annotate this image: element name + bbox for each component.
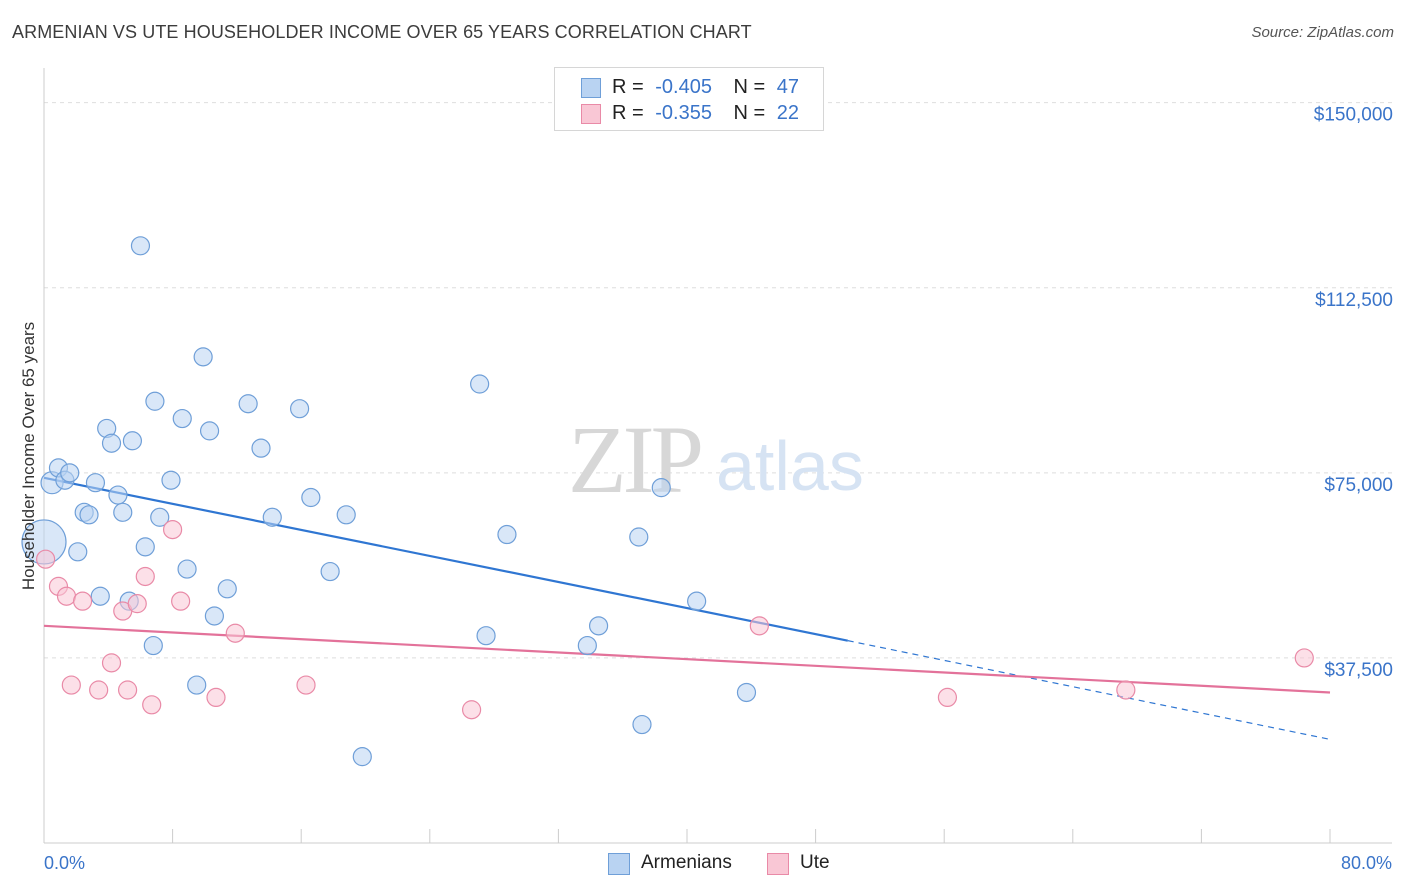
armenians-point bbox=[336, 505, 356, 525]
ute-point bbox=[127, 594, 147, 614]
ute-point bbox=[1116, 680, 1136, 700]
n-value: 22 bbox=[776, 102, 800, 124]
watermark-zip: ZIP bbox=[568, 406, 701, 513]
r-label: R = bbox=[612, 76, 644, 98]
armenians-point bbox=[204, 606, 224, 626]
ute-trend-line bbox=[43, 624, 1331, 694]
armenians-point bbox=[68, 542, 88, 562]
x-tick-label-min: 0.0% bbox=[44, 853, 85, 873]
y-tick-label: $37,500 bbox=[1324, 660, 1393, 681]
ute-point bbox=[117, 680, 138, 700]
trend-lines bbox=[43, 476, 1331, 740]
watermark-atlas: atlas bbox=[716, 427, 864, 505]
armenians-point bbox=[629, 527, 649, 547]
r-value: -0.355 bbox=[655, 102, 712, 124]
watermark: ZIP atlas bbox=[568, 406, 864, 513]
y-axis-label: Householder Income Over 65 years bbox=[19, 322, 38, 590]
data-points bbox=[21, 236, 1314, 767]
y-tick-label: $112,500 bbox=[1315, 290, 1393, 311]
grid-lines bbox=[44, 102, 1392, 659]
armenians-point bbox=[79, 505, 99, 525]
armenians-trend-extension bbox=[847, 640, 1331, 740]
axes bbox=[43, 68, 1392, 844]
ute-swatch bbox=[581, 104, 601, 124]
armenians-point bbox=[187, 675, 207, 695]
armenians-point bbox=[251, 438, 271, 458]
armenians-legend-swatch bbox=[608, 853, 630, 875]
armenians-swatch bbox=[581, 78, 601, 98]
ute-point bbox=[72, 591, 93, 611]
r-label: R = bbox=[612, 102, 644, 124]
ute-point bbox=[461, 700, 482, 720]
armenians-point bbox=[320, 561, 340, 582]
armenians-legend-label: Armenians bbox=[641, 852, 732, 873]
ute-point bbox=[171, 591, 191, 611]
armenians-point bbox=[352, 747, 372, 767]
armenians-trend-line bbox=[43, 476, 848, 642]
ute-legend-swatch bbox=[767, 853, 789, 875]
armenians-point bbox=[177, 559, 197, 579]
ute-point bbox=[937, 687, 958, 708]
armenians-point bbox=[145, 391, 165, 411]
armenians-point bbox=[101, 433, 122, 453]
ute-point bbox=[225, 623, 245, 643]
ute-point bbox=[142, 695, 162, 715]
armenians-point bbox=[193, 347, 213, 367]
armenians-point bbox=[85, 473, 106, 493]
n-label: N = bbox=[733, 102, 766, 124]
armenians-point bbox=[130, 236, 151, 256]
armenians-point bbox=[122, 431, 143, 451]
armenians-point bbox=[217, 579, 237, 599]
ute-point bbox=[749, 616, 769, 636]
armenians-point bbox=[113, 502, 133, 522]
armenians-point bbox=[199, 421, 220, 441]
y-tick-label: $75,000 bbox=[1324, 475, 1393, 496]
ute-legend-label: Ute bbox=[800, 852, 830, 873]
ute-point bbox=[56, 586, 77, 606]
armenians-point bbox=[632, 714, 652, 735]
armenians-point bbox=[150, 507, 170, 527]
armenians-point bbox=[687, 591, 707, 611]
armenians-point bbox=[470, 374, 490, 394]
armenians-point bbox=[238, 394, 258, 414]
r-value: -0.405 bbox=[655, 76, 712, 98]
x-tick-label-max: 80.0% bbox=[1341, 853, 1392, 873]
n-value: 47 bbox=[776, 76, 800, 98]
armenians-point bbox=[476, 626, 496, 646]
armenians-point bbox=[172, 408, 192, 429]
armenians-point bbox=[588, 616, 609, 636]
armenians-point bbox=[577, 635, 597, 656]
tick-labels: $37,500 $75,000 $112,500 $150,000 0.0% 80.0% bbox=[44, 105, 1393, 873]
armenians-point bbox=[497, 524, 517, 545]
ute-point bbox=[1294, 648, 1314, 668]
ute-point bbox=[36, 549, 56, 569]
armenians-point bbox=[651, 478, 671, 498]
chart-title: ARMENIAN VS UTE HOUSEHOLDER INCOME OVER … bbox=[12, 22, 752, 42]
armenians-point bbox=[143, 635, 163, 656]
ute-point bbox=[135, 566, 155, 587]
armenians-point bbox=[135, 537, 155, 557]
source-label: Source: ZipAtlas.com bbox=[1251, 24, 1394, 41]
armenians-point bbox=[90, 586, 110, 606]
armenians-point bbox=[301, 487, 321, 508]
armenians-point bbox=[60, 463, 80, 483]
armenians-point bbox=[289, 399, 310, 419]
ute-point bbox=[296, 675, 316, 695]
ute-point bbox=[206, 687, 226, 708]
ute-point bbox=[101, 653, 122, 673]
ute-point bbox=[89, 680, 109, 700]
n-label: N = bbox=[733, 76, 766, 98]
armenians-point bbox=[262, 507, 282, 527]
armenians-point bbox=[736, 682, 757, 703]
ute-point bbox=[61, 675, 81, 695]
armenians-point bbox=[161, 470, 181, 490]
stats-legend: R = -0.405 N = 47 R = -0.355 N = 22 bbox=[554, 67, 824, 131]
armenians-point bbox=[108, 485, 128, 505]
y-tick-label: $150,000 bbox=[1314, 105, 1393, 126]
ute-point bbox=[163, 519, 183, 540]
